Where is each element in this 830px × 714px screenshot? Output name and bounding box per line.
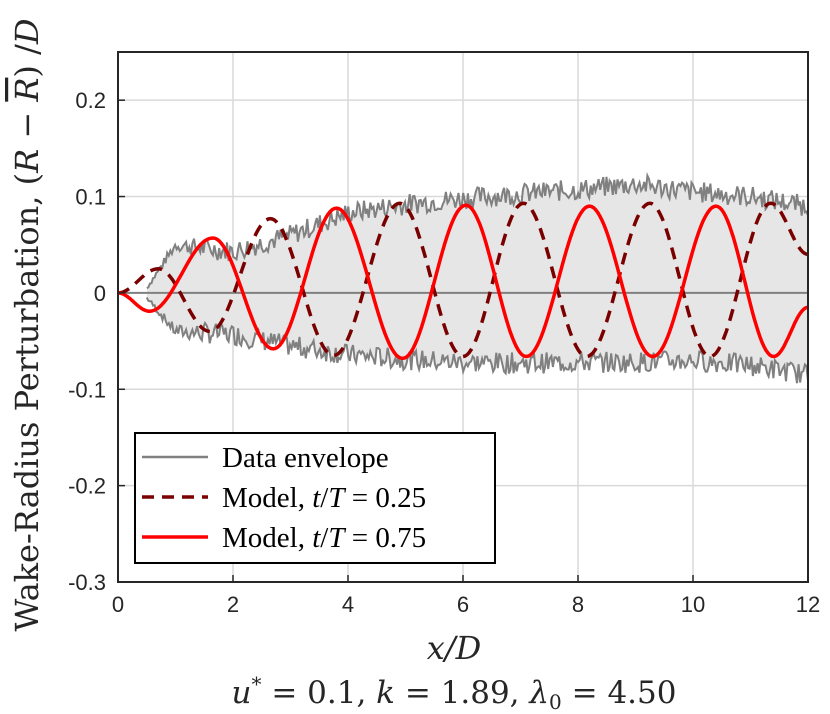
data-envelope-upper [146, 171, 809, 290]
y-axis-label: Wake-Radius Perturbation, (R − R) /D [8, 18, 46, 631]
legend: Data envelope Model, t/T = 0.25 Model, t… [134, 432, 496, 564]
x-tick-label: 4 [342, 592, 354, 617]
y-tick-label: -0.3 [68, 570, 106, 595]
tick-labels: 0 2 4 6 8 10 12 0.2 0.1 0 -0.1 -0.2 -0.3 [68, 88, 820, 617]
legend-label-t075: Model, t/T = 0.75 [222, 522, 426, 554]
legend-label-t025: Model, t/T = 0.25 [222, 482, 426, 514]
y-tick-label: -0.2 [68, 474, 106, 499]
x-tick-label: 12 [796, 592, 820, 617]
legend-label-envelope: Data envelope [222, 442, 389, 474]
x-tick-label: 6 [457, 592, 469, 617]
y-tick-label: 0 [94, 281, 106, 306]
tick-marks [117, 99, 809, 583]
data-envelope-band [146, 175, 809, 384]
x-axis-label: x/D [427, 629, 481, 667]
y-tick-label: 0.1 [75, 185, 106, 210]
x-tick-label: 2 [227, 592, 239, 617]
subtitle: u* = 0.1, k = 1.89, λ0 = 4.50 [232, 672, 677, 714]
model-line-t075 [117, 203, 809, 361]
legend-box [134, 432, 496, 564]
x-tick-label: 10 [681, 592, 705, 617]
x-tick-label: 0 [112, 592, 124, 617]
y-tick-label: 0.2 [75, 88, 106, 113]
y-tick-label: -0.1 [68, 377, 106, 402]
x-tick-label: 8 [572, 592, 584, 617]
